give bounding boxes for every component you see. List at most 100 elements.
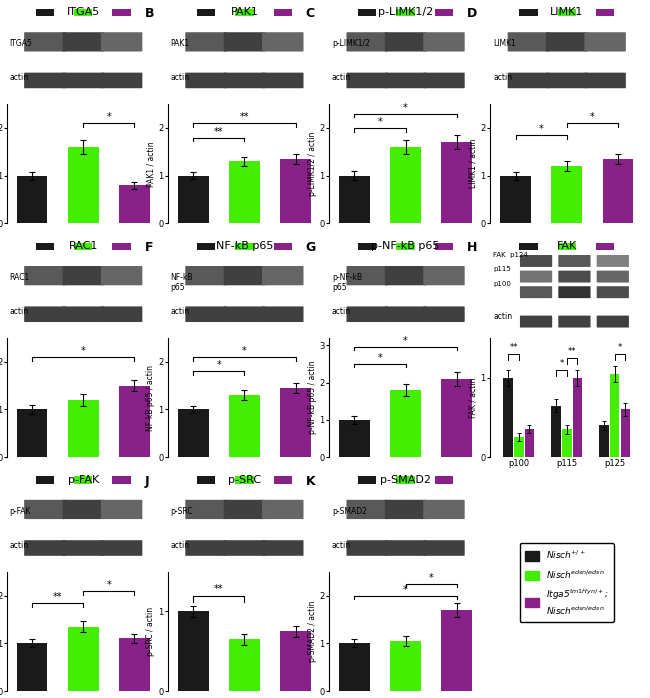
Bar [514,438,523,457]
Text: *: * [429,572,434,583]
FancyBboxPatch shape [185,32,227,52]
Bar [178,611,209,691]
FancyBboxPatch shape [546,32,588,52]
FancyBboxPatch shape [584,73,626,88]
Text: p-SMAD2: p-SMAD2 [332,507,367,516]
FancyBboxPatch shape [520,255,552,267]
FancyBboxPatch shape [24,32,66,52]
Bar [36,477,54,484]
Text: C: C [306,7,315,20]
Bar [280,159,311,223]
FancyBboxPatch shape [185,306,227,322]
Text: NF-kB p65: NF-kB p65 [216,241,273,251]
Text: actin: actin [332,541,351,549]
Bar [500,176,531,223]
FancyBboxPatch shape [62,500,104,519]
Bar [441,610,472,691]
Bar [358,477,376,484]
FancyBboxPatch shape [520,286,552,298]
Bar [229,395,260,457]
Text: *: * [403,584,408,595]
Bar [441,142,472,223]
Text: *: * [216,360,221,371]
Text: LIMK1: LIMK1 [550,7,584,17]
FancyBboxPatch shape [224,540,265,556]
Text: *: * [403,336,408,346]
FancyBboxPatch shape [101,32,142,52]
FancyBboxPatch shape [520,315,552,327]
Text: LIMK1: LIMK1 [493,39,516,48]
Bar [603,159,633,223]
Bar [274,243,292,250]
Text: actin: actin [332,307,351,316]
Text: H: H [467,241,477,254]
Bar [562,429,571,457]
FancyBboxPatch shape [520,271,552,283]
Bar [74,9,92,16]
Text: *: * [242,346,247,356]
Text: p-SRC: p-SRC [171,507,193,516]
FancyBboxPatch shape [423,306,465,322]
Text: **: ** [214,126,224,137]
FancyBboxPatch shape [101,306,142,322]
Bar [551,166,582,223]
Bar [358,9,376,16]
Bar [17,176,47,223]
Text: ITGA5: ITGA5 [10,39,32,48]
Text: **: ** [53,592,62,602]
FancyBboxPatch shape [385,540,426,556]
Bar [197,9,215,16]
Y-axis label: p-LIMK1/2 / actin: p-LIMK1/2 / actin [307,132,317,196]
Bar [280,631,311,691]
FancyBboxPatch shape [385,32,426,52]
Bar [558,243,576,250]
Bar [68,147,99,223]
Y-axis label: LIMK1 / actin: LIMK1 / actin [469,139,478,188]
Bar [119,185,150,223]
Text: actin: actin [493,313,512,321]
Bar [519,243,538,250]
FancyBboxPatch shape [62,73,104,88]
Bar [235,9,254,16]
Y-axis label: PAK1 / actin: PAK1 / actin [146,141,155,186]
Text: D: D [467,7,477,20]
Bar [441,379,472,457]
Legend: Nisch$^{+/+}$, Nisch$^{edsn/edsn}$, Itga5$^{tm1Hyn/+}$;
Nisch$^{edsn/edsn}$: Nisch$^{+/+}$, Nisch$^{edsn/edsn}$, Itga… [519,543,614,622]
FancyBboxPatch shape [423,32,465,52]
Bar [596,9,614,16]
Text: PAK1: PAK1 [171,39,190,48]
FancyBboxPatch shape [346,306,388,322]
Bar [112,243,131,250]
FancyBboxPatch shape [558,286,591,298]
Bar [390,641,421,691]
Bar [396,9,415,16]
Text: p-NF-kB p65: p-NF-kB p65 [371,241,440,251]
Bar [74,243,92,250]
Text: p-LIMK1/2: p-LIMK1/2 [332,39,370,48]
Text: RAC1: RAC1 [10,273,30,282]
Text: p-NF-kB
p65: p-NF-kB p65 [332,273,362,292]
Bar [36,243,54,250]
FancyBboxPatch shape [558,255,591,267]
Bar [390,390,421,457]
Y-axis label: p-NF-kB p65 / actin: p-NF-kB p65 / actin [307,361,317,434]
Bar [339,176,370,223]
FancyBboxPatch shape [101,540,142,556]
Bar [274,477,292,484]
FancyBboxPatch shape [224,500,265,519]
Text: p-SMAD2: p-SMAD2 [380,475,431,484]
FancyBboxPatch shape [597,286,629,298]
Bar [119,639,150,691]
FancyBboxPatch shape [546,73,588,88]
Y-axis label: p-SRC / actin: p-SRC / actin [146,607,155,656]
FancyBboxPatch shape [101,500,142,519]
Text: p-SRC: p-SRC [228,475,261,484]
FancyBboxPatch shape [346,540,388,556]
Bar [339,420,370,457]
Text: p115: p115 [493,267,511,272]
FancyBboxPatch shape [346,32,388,52]
Bar [596,243,614,250]
Bar [610,373,619,457]
FancyBboxPatch shape [101,73,142,88]
Bar [621,410,630,457]
